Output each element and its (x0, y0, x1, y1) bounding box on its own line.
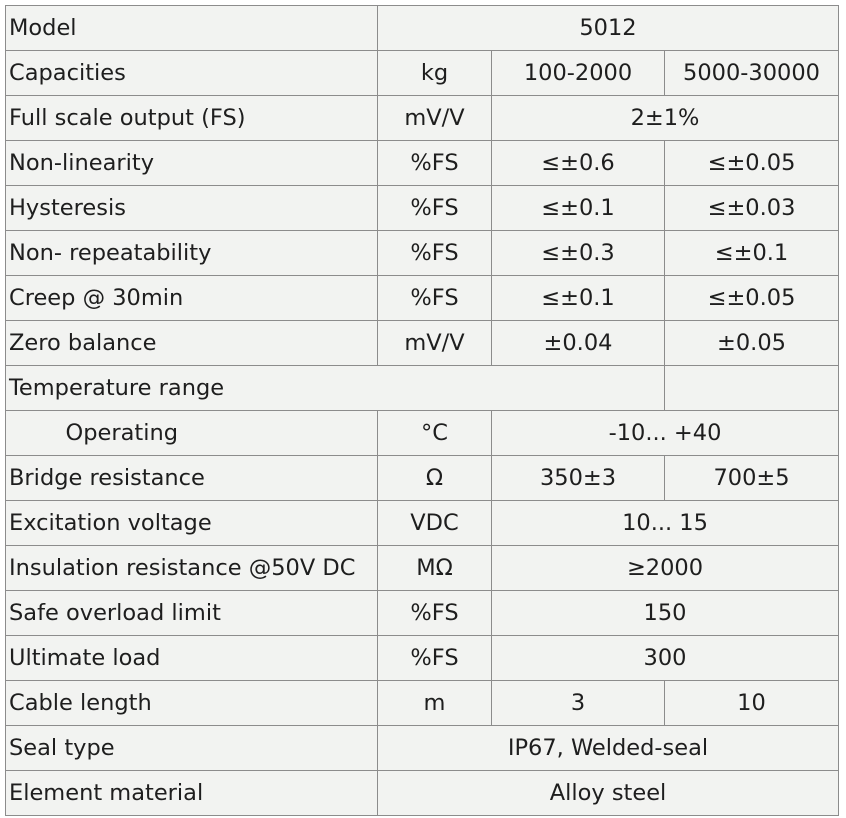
row-label: Ultimate load (5, 635, 378, 681)
row-label: Insulation resistance @50V DC (5, 545, 378, 591)
table-row: Creep @ 30min %FS ≤±0.1 ≤±0.05 (5, 275, 839, 321)
row-label: Bridge resistance (5, 455, 378, 501)
row-label: Excitation voltage (5, 500, 378, 546)
value-cell: ≥2000 (491, 545, 839, 591)
unit-cell: %FS (377, 275, 492, 321)
value-cell: -10... +40 (491, 410, 839, 456)
specification-table: Model 5012 Capacities kg 100-2000 5000-3… (5, 5, 839, 816)
value-cell: IP67, Welded-seal (377, 725, 839, 771)
table-row: Capacities kg 100-2000 5000-30000 (5, 50, 839, 96)
unit-cell: VDC (377, 500, 492, 546)
table-row: Full scale output (FS) mV/V 2±1% (5, 95, 839, 141)
row-label: Zero balance (5, 320, 378, 366)
unit-cell: %FS (377, 140, 492, 186)
value-cell: 3 (491, 680, 665, 726)
value-cell: Alloy steel (377, 770, 839, 816)
value-cell: 10 (664, 680, 839, 726)
value-cell: ≤±0.05 (664, 275, 839, 321)
value-cell: 10... 15 (491, 500, 839, 546)
value-cell: ≤±0.1 (491, 185, 665, 231)
table-row: Ultimate load %FS 300 (5, 635, 839, 681)
value-cell: 150 (491, 590, 839, 636)
spec-table-container: Model 5012 Capacities kg 100-2000 5000-3… (5, 5, 839, 816)
table-row: Non- repeatability %FS ≤±0.3 ≤±0.1 (5, 230, 839, 276)
table-row: Hysteresis %FS ≤±0.1 ≤±0.03 (5, 185, 839, 231)
value-cell: ≤±0.1 (664, 230, 839, 276)
row-label: Model (5, 5, 378, 51)
unit-cell: %FS (377, 185, 492, 231)
row-label: Non-linearity (5, 140, 378, 186)
value-cell: ≤±0.6 (491, 140, 665, 186)
unit-cell: Ω (377, 455, 492, 501)
table-row: Excitation voltage VDC 10... 15 (5, 500, 839, 546)
table-row: Model 5012 (5, 5, 839, 51)
value-cell: ≤±0.03 (664, 185, 839, 231)
table-row: Operating °C -10... +40 (5, 410, 839, 456)
table-row: Insulation resistance @50V DC MΩ ≥2000 (5, 545, 839, 591)
value-cell: 300 (491, 635, 839, 681)
row-label: Element material (5, 770, 378, 816)
row-label: Operating (65, 410, 378, 456)
row-label: Cable length (5, 680, 378, 726)
unit-cell: °C (377, 410, 492, 456)
table-row: Cable length m 3 10 (5, 680, 839, 726)
unit-cell: %FS (377, 635, 492, 681)
row-label: Safe overload limit (5, 590, 378, 636)
capacity-range-1: 100-2000 (491, 50, 665, 96)
unit-cell: m (377, 680, 492, 726)
indent-cell (5, 410, 66, 456)
unit-cell: kg (377, 50, 492, 96)
unit-cell: MΩ (377, 545, 492, 591)
row-label: Capacities (5, 50, 378, 96)
unit-cell: %FS (377, 230, 492, 276)
table-row: Bridge resistance Ω 350±3 700±5 (5, 455, 839, 501)
row-label: Temperature range (5, 365, 665, 411)
value-cell: 350±3 (491, 455, 665, 501)
row-label: Hysteresis (5, 185, 378, 231)
value-cell: 700±5 (664, 455, 839, 501)
value-cell: ≤±0.1 (491, 275, 665, 321)
empty-cell (664, 365, 839, 411)
value-cell: ±0.05 (664, 320, 839, 366)
row-label: Non- repeatability (5, 230, 378, 276)
row-label: Creep @ 30min (5, 275, 378, 321)
row-label: Full scale output (FS) (5, 95, 378, 141)
table-row: Element material Alloy steel (5, 770, 839, 816)
table-row: Seal type IP67, Welded-seal (5, 725, 839, 771)
value-cell: ±0.04 (491, 320, 665, 366)
value-cell: 2±1% (491, 95, 839, 141)
table-row: Temperature range (5, 365, 839, 411)
unit-cell: mV/V (377, 320, 492, 366)
unit-cell: %FS (377, 590, 492, 636)
value-cell: ≤±0.3 (491, 230, 665, 276)
row-label: Seal type (5, 725, 378, 771)
unit-cell: mV/V (377, 95, 492, 141)
model-value: 5012 (377, 5, 839, 51)
table-row: Safe overload limit %FS 150 (5, 590, 839, 636)
table-row: Non-linearity %FS ≤±0.6 ≤±0.05 (5, 140, 839, 186)
table-row: Zero balance mV/V ±0.04 ±0.05 (5, 320, 839, 366)
capacity-range-2: 5000-30000 (664, 50, 839, 96)
value-cell: ≤±0.05 (664, 140, 839, 186)
